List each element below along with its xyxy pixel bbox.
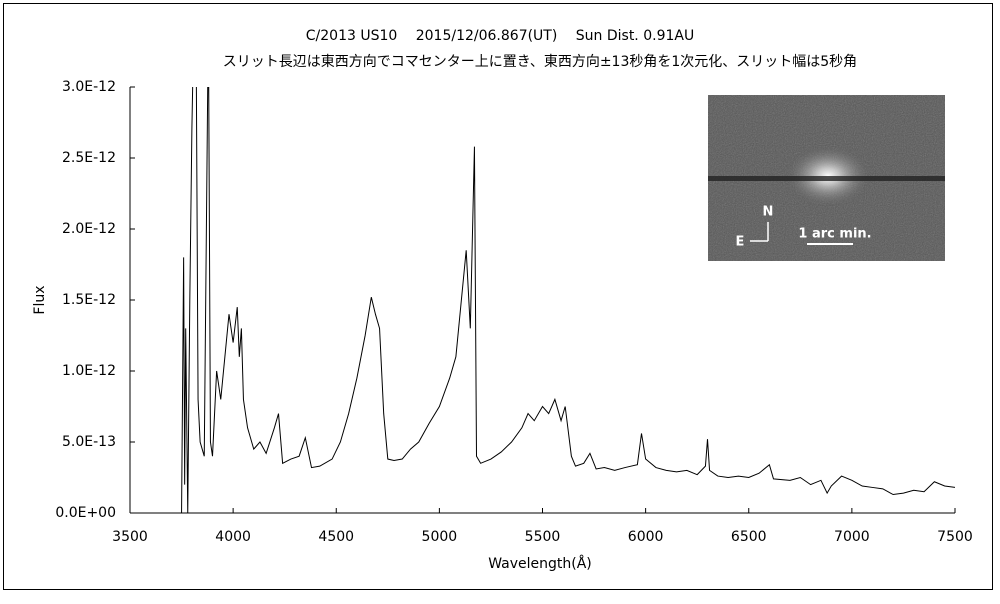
y-tick-label: 5.0E-13 xyxy=(62,434,116,450)
inset-image: N E 1 arc min. xyxy=(708,95,945,261)
y-tick-label: 3.0E-12 xyxy=(62,79,116,95)
y-tick-label: 2.0E-12 xyxy=(62,221,116,237)
x-tick-label: 3500 xyxy=(112,529,148,545)
x-tick-label: 4500 xyxy=(318,529,354,545)
chart-subtitle: スリット長辺は東西方向でコマセンター上に置き、東西方向±13秒角を1次元化、スリ… xyxy=(223,54,857,70)
spectrum-line xyxy=(181,87,955,513)
north-label: N xyxy=(763,205,774,220)
y-tick-label: 0.0E+00 xyxy=(55,505,116,521)
east-label: E xyxy=(736,235,745,250)
x-tick-label: 6500 xyxy=(731,529,767,545)
x-tick-label: 6000 xyxy=(628,529,664,545)
y-tick-label: 1.0E-12 xyxy=(62,363,116,379)
slit-line xyxy=(708,176,945,181)
x-tick-label: 7500 xyxy=(937,529,973,545)
x-tick-label: 5000 xyxy=(422,529,458,545)
scale-label: 1 arc min. xyxy=(798,227,871,242)
y-tick-label: 2.5E-12 xyxy=(62,150,116,166)
chart-title: C/2013 US10 2015/12/06.867(UT) Sun Dist.… xyxy=(306,28,694,44)
x-tick-label: 7000 xyxy=(834,529,870,545)
y-tick-label: 1.5E-12 xyxy=(62,292,116,308)
x-tick-label: 4000 xyxy=(215,529,251,545)
x-axis-title: Wavelength(Å) xyxy=(488,555,592,572)
frame xyxy=(3,3,993,590)
x-tick-label: 5500 xyxy=(525,529,561,545)
y-axis-title: Flux xyxy=(32,285,48,314)
